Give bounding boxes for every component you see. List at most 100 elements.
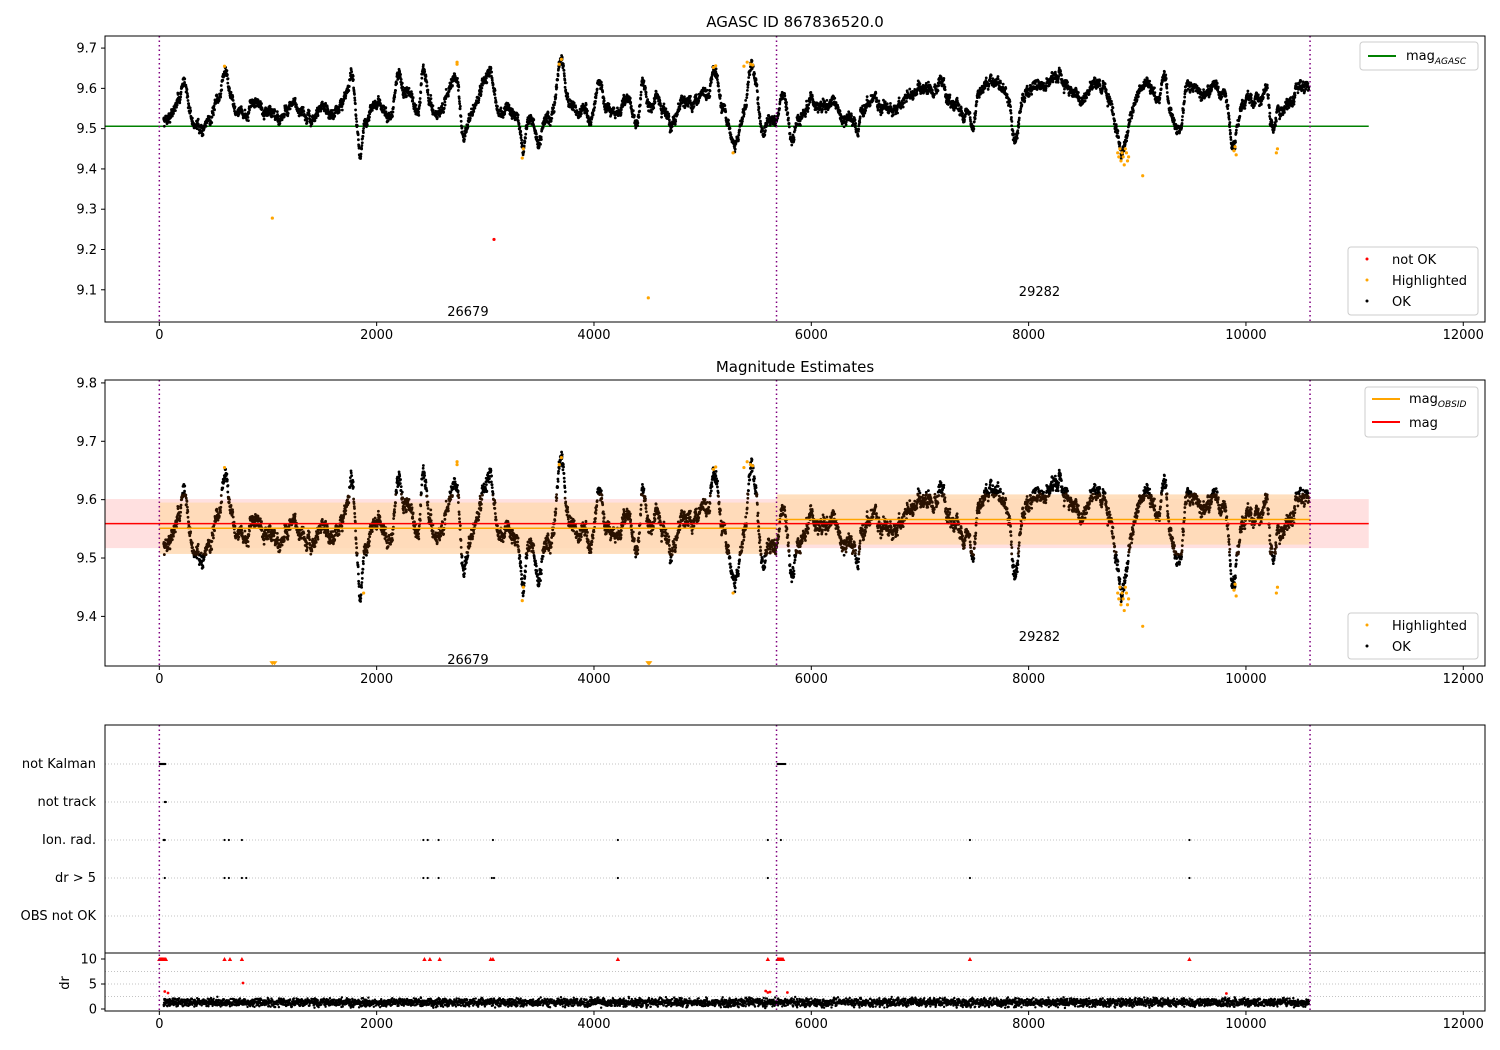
ok-point bbox=[1220, 95, 1224, 99]
ok-point bbox=[787, 122, 791, 125]
ok-point bbox=[586, 109, 589, 113]
ok-point bbox=[1021, 92, 1025, 96]
ok-point bbox=[741, 119, 744, 123]
ok-point bbox=[644, 86, 647, 90]
ok-point bbox=[1104, 88, 1108, 92]
ok-point bbox=[746, 83, 750, 87]
ok-point bbox=[407, 86, 411, 90]
ok-point bbox=[522, 150, 526, 153]
ok-point bbox=[750, 59, 754, 63]
ok-point bbox=[961, 112, 964, 115]
ok-point bbox=[1226, 107, 1230, 111]
ok-point bbox=[1159, 87, 1163, 91]
ok-point bbox=[1067, 93, 1071, 97]
ok-point bbox=[745, 103, 748, 107]
ok-point bbox=[936, 89, 940, 92]
ok-point bbox=[707, 92, 711, 96]
ok-point bbox=[480, 86, 484, 90]
ok-point bbox=[519, 133, 523, 137]
ok-point bbox=[653, 100, 657, 104]
ok-point bbox=[670, 129, 673, 133]
ok-point bbox=[426, 93, 430, 96]
ok-point bbox=[1163, 70, 1166, 74]
ok-point bbox=[1117, 136, 1120, 139]
ok-point bbox=[676, 113, 679, 116]
ok-point bbox=[340, 108, 344, 112]
ok-point bbox=[367, 118, 371, 122]
ok-point bbox=[225, 73, 229, 77]
ok-point bbox=[490, 70, 494, 74]
ok-point bbox=[790, 143, 794, 147]
ok-point bbox=[1009, 109, 1013, 112]
ok-point bbox=[1234, 131, 1238, 135]
ok-point bbox=[1044, 87, 1048, 90]
ok-point bbox=[719, 94, 722, 98]
ok-point bbox=[745, 92, 749, 96]
ok-point bbox=[759, 119, 762, 123]
ok-point bbox=[520, 141, 524, 145]
ok-point bbox=[1164, 77, 1168, 80]
ok-point bbox=[442, 106, 446, 110]
ok-point bbox=[810, 94, 814, 98]
ok-point bbox=[880, 111, 884, 115]
ok-point bbox=[1115, 125, 1118, 129]
ok-point bbox=[737, 138, 740, 141]
ok-point bbox=[480, 90, 483, 93]
ok-point bbox=[783, 94, 787, 98]
ok-point bbox=[262, 117, 266, 121]
ok-point bbox=[516, 116, 520, 119]
ok-point bbox=[1076, 91, 1080, 94]
ok-point bbox=[1225, 98, 1229, 102]
ok-point bbox=[984, 76, 988, 80]
ok-point bbox=[629, 104, 633, 108]
ok-point bbox=[170, 114, 174, 118]
ok-point bbox=[844, 123, 848, 126]
ok-point bbox=[221, 78, 225, 82]
ok-point bbox=[355, 124, 359, 127]
ok-point bbox=[353, 98, 357, 102]
ok-point bbox=[185, 88, 189, 91]
ok-point bbox=[595, 87, 599, 91]
ok-point bbox=[943, 85, 947, 89]
ok-point bbox=[686, 104, 690, 108]
ok-point bbox=[854, 122, 858, 125]
ok-point bbox=[1208, 92, 1212, 96]
ok-point bbox=[670, 124, 674, 128]
ok-point bbox=[689, 94, 692, 98]
ok-point bbox=[1009, 111, 1013, 115]
ok-point bbox=[761, 129, 765, 133]
ok-point bbox=[356, 138, 360, 142]
ok-point bbox=[574, 105, 578, 109]
ok-point bbox=[1011, 129, 1015, 133]
ok-point bbox=[554, 93, 558, 97]
ok-point bbox=[534, 132, 538, 136]
ok-point bbox=[459, 119, 463, 123]
ok-point bbox=[458, 107, 462, 111]
ok-point bbox=[631, 109, 635, 113]
ok-point bbox=[1238, 114, 1242, 118]
ok-point bbox=[308, 114, 312, 118]
ok-point bbox=[1009, 105, 1012, 109]
ok-point bbox=[231, 98, 235, 102]
ok-point bbox=[1012, 133, 1016, 136]
ok-point bbox=[472, 110, 476, 113]
ok-point bbox=[638, 109, 642, 113]
ok-point bbox=[566, 92, 570, 96]
ok-point bbox=[744, 98, 748, 102]
ok-point bbox=[857, 127, 861, 131]
ok-point bbox=[399, 77, 403, 81]
ok-point bbox=[352, 78, 355, 82]
ok-point bbox=[563, 85, 567, 89]
ok-point bbox=[937, 84, 941, 87]
ok-point bbox=[694, 93, 698, 97]
ok-point bbox=[457, 97, 461, 100]
ok-point bbox=[552, 106, 555, 110]
ok-point bbox=[359, 155, 363, 158]
ok-point bbox=[162, 124, 166, 128]
ok-point bbox=[599, 80, 603, 84]
ok-point bbox=[493, 96, 497, 100]
ok-point bbox=[425, 84, 429, 88]
ok-point bbox=[456, 81, 460, 84]
ok-point bbox=[652, 106, 656, 110]
ok-point bbox=[260, 106, 264, 110]
